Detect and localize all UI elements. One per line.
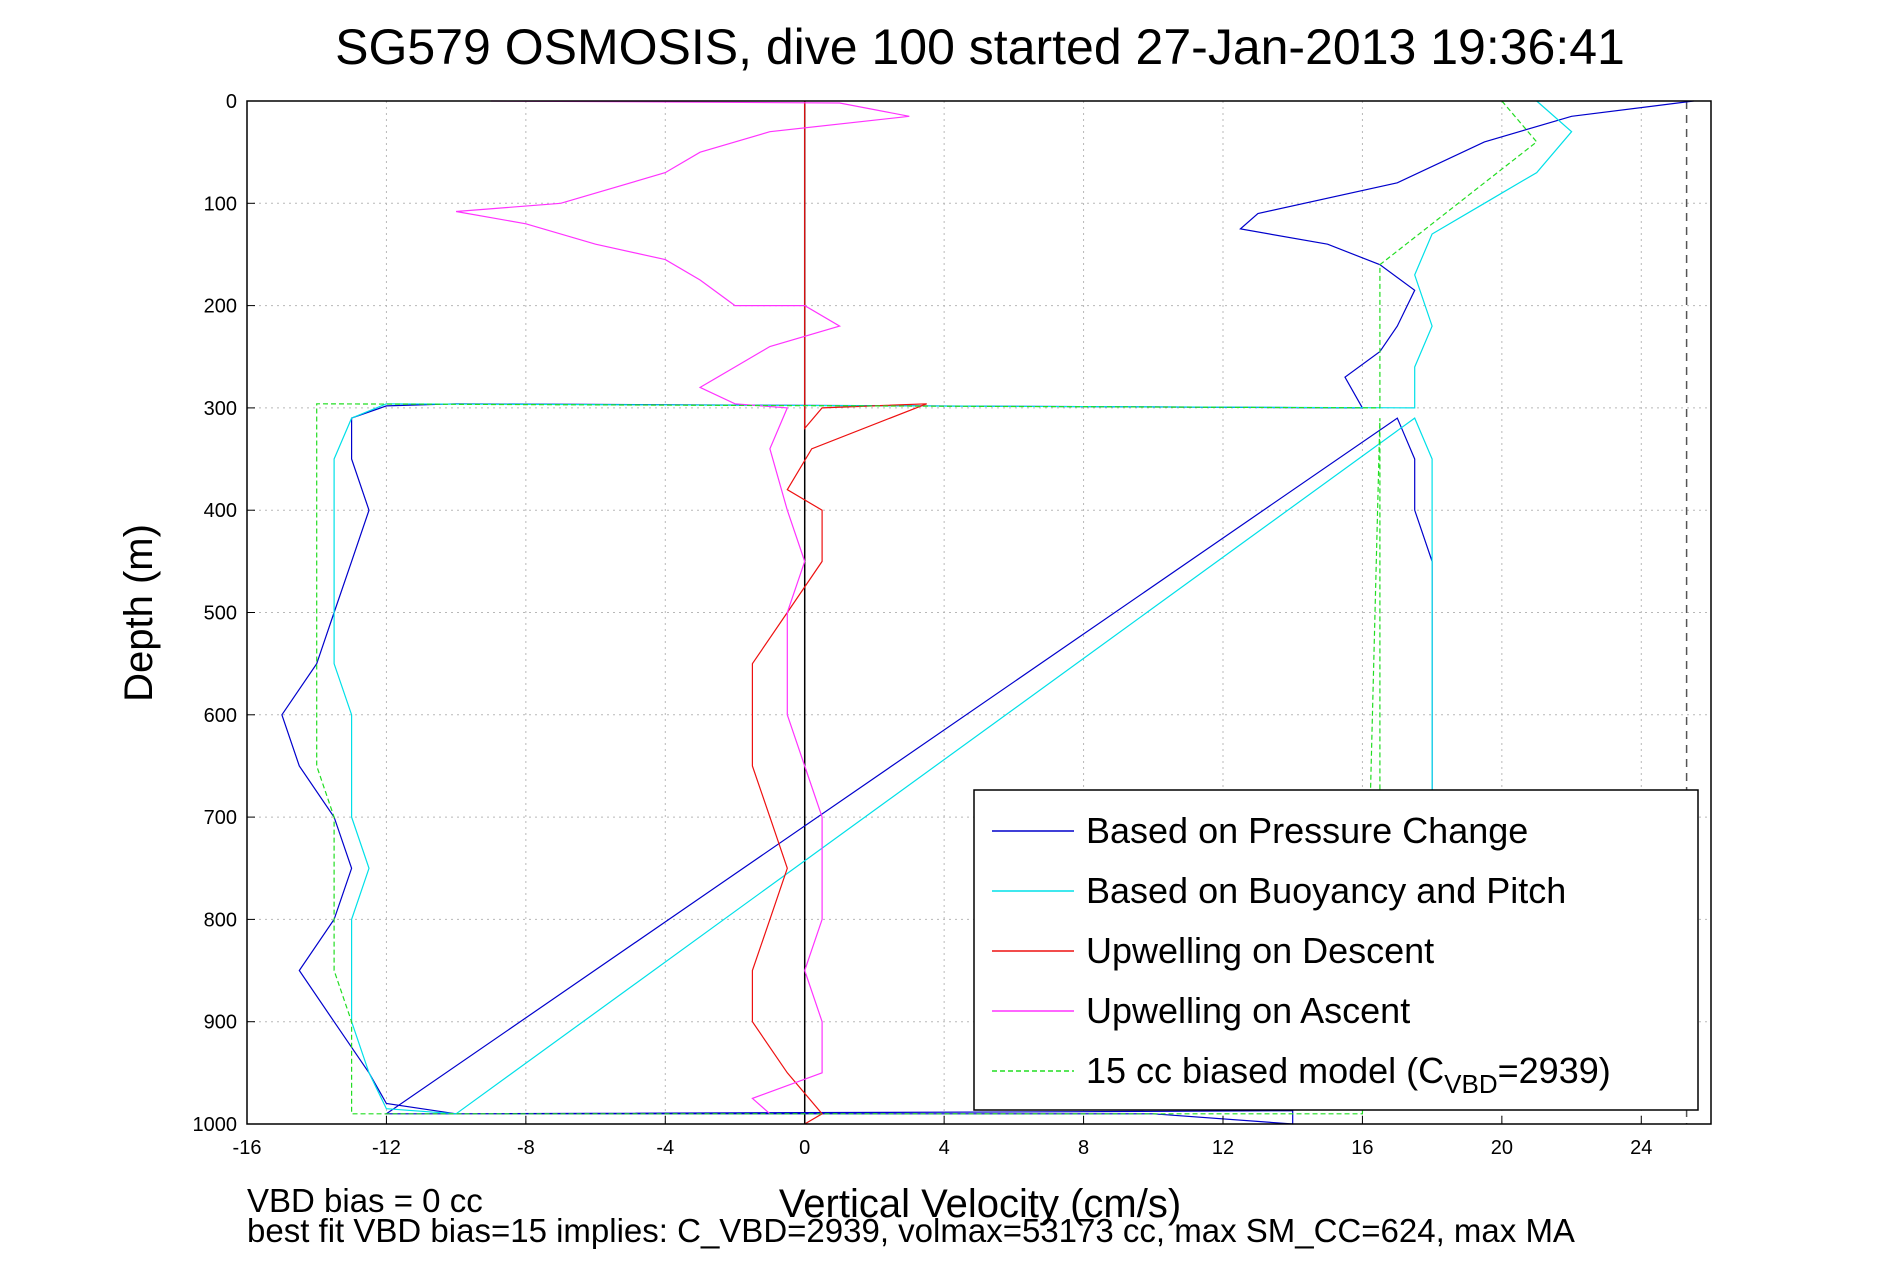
y-tick-label: 900 [204,1012,237,1034]
series-line-4 [455,100,910,1115]
x-tick-label: 4 [939,1137,950,1159]
x-tick-label: 12 [1212,1137,1234,1159]
y-axis-ticks: 0 100 200 300 400 500 600 700 800 900 1000 [193,91,255,1136]
legend-entry: Based on Buoyancy and Pitch [1086,870,1566,911]
x-tick-label: -4 [656,1137,674,1159]
legend-entry-label: 15 cc biased model (C [1086,1050,1444,1091]
legend-entry: Upwelling on Ascent [1086,990,1410,1031]
y-tick-label: 300 [204,398,237,420]
x-tick-label: -8 [517,1137,535,1159]
chart-title: SG579 OSMOSIS, dive 100 started 27-Jan-2… [335,19,1625,75]
x-tick-label: 16 [1351,1137,1373,1159]
y-tick-label: 700 [204,807,237,829]
legend-entry: Upwelling on Descent [1086,930,1434,971]
x-axis-title: Vertical Velocity (cm/s) [779,1182,1181,1226]
y-tick-label: 100 [204,193,237,215]
legend-entry-label: Upwelling on Ascent [1086,990,1410,1031]
legend: Based on Pressure Change Based on Buoyanc… [973,789,1699,1111]
legend-entry: Based on Pressure Change [1086,810,1528,851]
legend-entry: 15 cc biased model (CVBD=2939) [1086,1050,1611,1099]
y-tick-label: 600 [204,705,237,727]
legend-entry-suffix: =2939) [1498,1050,1611,1091]
y-axis-title: Depth (m) [117,524,161,702]
series-layer [281,100,1694,1125]
legend-entry-label: Based on Buoyancy and Pitch [1086,870,1566,911]
y-tick-label: 0 [226,91,237,113]
x-tick-label: -16 [233,1137,262,1159]
x-tick-label: 20 [1491,1137,1513,1159]
legend-entry-subscript: VBD [1444,1069,1497,1099]
series-line-3 [751,101,927,1125]
x-tick-label: -12 [372,1137,401,1159]
legend-box [973,789,1699,1111]
vbd-bias-note: VBD bias = 0 cc [247,1182,483,1219]
y-tick-label: 400 [204,500,237,522]
legend-entry-label: Based on Pressure Change [1086,810,1528,851]
y-tick-label: 1000 [193,1114,238,1136]
series-line-5 [316,100,1538,1115]
series-line-1 [281,100,1694,1125]
best-fit-note: best fit VBD bias=15 implies: C_VBD=2939… [247,1212,1575,1249]
y-tick-label: 800 [204,909,237,931]
legend-entry-label: Upwelling on Descent [1086,930,1434,971]
x-tick-label: 24 [1630,1137,1652,1159]
y-tick-label: 500 [204,603,237,625]
y-tick-label: 200 [204,296,237,318]
series-line-2 [333,100,1573,1115]
x-axis-ticks: -16 -12 -8 -4 0 4 8 12 16 20 24 [233,1116,1652,1159]
x-tick-label: 0 [799,1137,810,1159]
x-tick-label: 8 [1078,1137,1089,1159]
